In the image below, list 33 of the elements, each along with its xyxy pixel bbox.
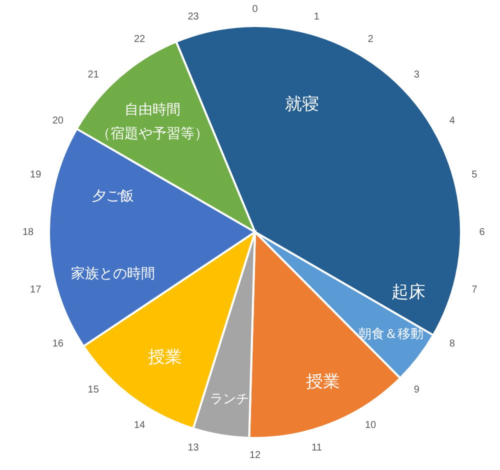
text: 22 <box>134 34 146 45</box>
text: 0 <box>252 4 258 15</box>
slice-label: 朝食＆移動 <box>358 326 424 342</box>
text: 1 <box>314 12 320 23</box>
slice-label: 自由時間（宿題や予習等） <box>96 102 208 142</box>
text: 17 <box>30 284 42 296</box>
text: 18 <box>22 227 34 238</box>
text: 23 <box>188 12 200 23</box>
text: 12 <box>249 450 261 461</box>
text: 20 <box>52 116 64 126</box>
text: 8 <box>449 338 456 350</box>
text: 起床 <box>391 282 426 302</box>
text: 2 <box>368 34 374 45</box>
text: 21 <box>88 69 100 80</box>
text: 19 <box>30 169 42 180</box>
text: 4 <box>449 116 456 126</box>
text: 3 <box>414 69 420 80</box>
text: 5 <box>472 169 478 180</box>
text: 家族との時間 <box>70 266 155 282</box>
text: 16 <box>52 338 64 350</box>
text: 9 <box>414 384 420 396</box>
slice-label: 授業 <box>306 372 340 392</box>
text: 11 <box>312 442 322 454</box>
text: 15 <box>88 384 100 396</box>
text: 10 <box>364 420 376 432</box>
text: 6 <box>479 227 486 238</box>
slice-label: 授業 <box>148 347 182 368</box>
text: 7 <box>472 284 478 296</box>
slice-label: 夕ご飯 <box>92 188 134 204</box>
text: 14 <box>134 420 146 432</box>
slice-label: 就寝 <box>285 94 320 114</box>
slice-label: ランチ <box>210 392 249 407</box>
text: 13 <box>188 442 200 454</box>
